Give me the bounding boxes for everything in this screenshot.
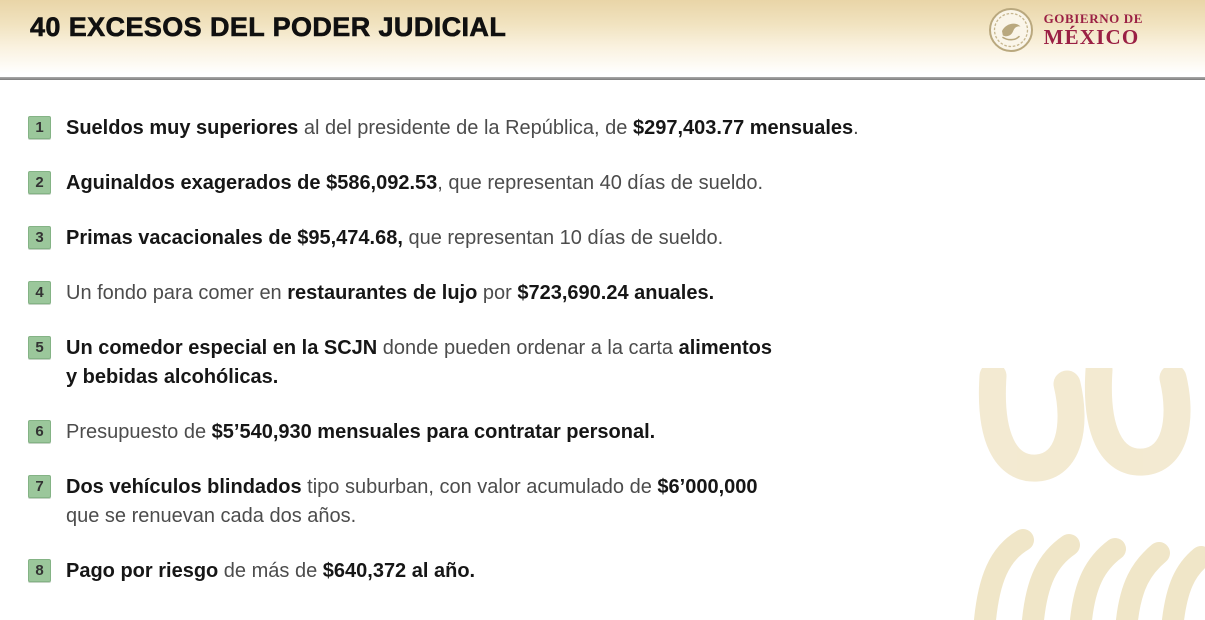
logo-line2: MÉXICO [1043, 24, 1140, 49]
item-text-bold-segment: alimentos y bebidas alcohólicas. [66, 337, 772, 388]
item-text-bold-segment: $5’540,930 mensuales para contratar pers… [211, 421, 656, 443]
item-text-bold-segment: $640,372 al año. [322, 560, 476, 582]
item-text: Un comedor especial en la SCJN donde pue… [66, 334, 772, 392]
list-item: 5 Un comedor especial en la SCJN donde pu… [28, 334, 1175, 392]
item-number-badge: 6 [28, 420, 51, 443]
mexico-seal-icon [988, 8, 1033, 52]
item-text-bold-segment: restaurantes de lujo [287, 282, 478, 304]
item-number-badge: 4 [28, 281, 51, 304]
item-text-bold-segment: Aguinaldos exagerados de $586,092.53 [66, 172, 438, 194]
item-text-segment: tipo suburban, con valor acumulado de [301, 476, 658, 498]
item-text-segment: . [853, 117, 859, 139]
item-text-bold-segment: Dos vehículos blindados [66, 476, 302, 498]
list-item: 3 Primas vacacionales de $95,474.68, que … [28, 224, 1175, 253]
item-text-segment: , que representan 40 días de sueldo. [437, 172, 764, 194]
page-title: 40 EXCESOS DEL PODER JUDICIAL [30, 12, 507, 43]
item-text-bold-segment: Sueldos muy superiores [66, 117, 299, 139]
list-item: 7 Dos vehículos blindados tipo suburban, … [28, 473, 1175, 531]
item-text-bold-segment: $723,690.24 anuales. [517, 282, 715, 304]
item-text-bold-segment: Un comedor especial en la SCJN [66, 337, 378, 359]
item-text-bold-segment: $6’000,000 [657, 476, 758, 498]
item-text-bold-segment: Primas vacacionales de $95,474.68, [66, 227, 403, 249]
list-item: 6 Presupuesto de $5’540,930 mensuales par… [28, 418, 1175, 447]
item-text-bold-segment: $297,403.77 mensuales [632, 117, 854, 139]
logo-line1: GOBIERNO DE [1043, 11, 1143, 27]
item-text: Sueldos muy superiores al del presidente… [66, 114, 859, 143]
excess-list: 1 Sueldos muy superiores al del president… [28, 114, 1175, 586]
item-number-badge: 5 [28, 336, 51, 359]
list-item: 4 Un fondo para comer en restaurantes de … [28, 279, 1175, 308]
gobierno-de-mexico-logo: GOBIERNO DE MÉXICO [988, 7, 1143, 53]
list-item: 2 Aguinaldos exagerados de $586,092.53, q… [28, 169, 1175, 198]
item-text-bold-segment: Pago por riesgo [66, 560, 219, 582]
item-number-badge: 2 [28, 171, 51, 194]
item-number-badge: 8 [28, 559, 51, 582]
item-text: Dos vehículos blindados tipo suburban, c… [66, 473, 758, 531]
item-text: Aguinaldos exagerados de $586,092.53, qu… [66, 169, 763, 198]
item-text: Pago por riesgo de más de $640,372 al añ… [66, 557, 475, 586]
content: 1 Sueldos muy superiores al del president… [0, 80, 1205, 586]
list-item: 8 Pago por riesgo de más de $640,372 al a… [28, 557, 1175, 586]
divider [0, 77, 1205, 80]
item-text-segment: donde pueden ordenar a la carta [377, 337, 679, 359]
item-number-badge: 1 [28, 116, 51, 139]
item-text-segment: Un fondo para comer en [66, 282, 288, 304]
item-text-segment: de más de [218, 560, 323, 582]
item-text-segment: que se renuevan cada dos años. [66, 505, 357, 527]
item-number-badge: 7 [28, 475, 51, 498]
item-text: Presupuesto de $5’540,930 mensuales para… [66, 418, 655, 447]
item-text: Un fondo para comer en restaurantes de l… [66, 279, 714, 308]
item-number-badge: 3 [28, 226, 51, 249]
logo-text: GOBIERNO DE MÉXICO [1044, 12, 1143, 48]
header: 40 EXCESOS DEL PODER JUDICIAL GOBIERNO D… [0, 0, 1205, 77]
item-text-segment: que representan 10 días de sueldo. [402, 227, 724, 249]
item-text-segment: por [477, 282, 518, 304]
item-text: Primas vacacionales de $95,474.68, que r… [66, 224, 723, 253]
list-item: 1 Sueldos muy superiores al del president… [28, 114, 1175, 143]
item-text-segment: Presupuesto de [66, 421, 212, 443]
item-text-segment: al del presidente de la República, de [298, 117, 633, 139]
